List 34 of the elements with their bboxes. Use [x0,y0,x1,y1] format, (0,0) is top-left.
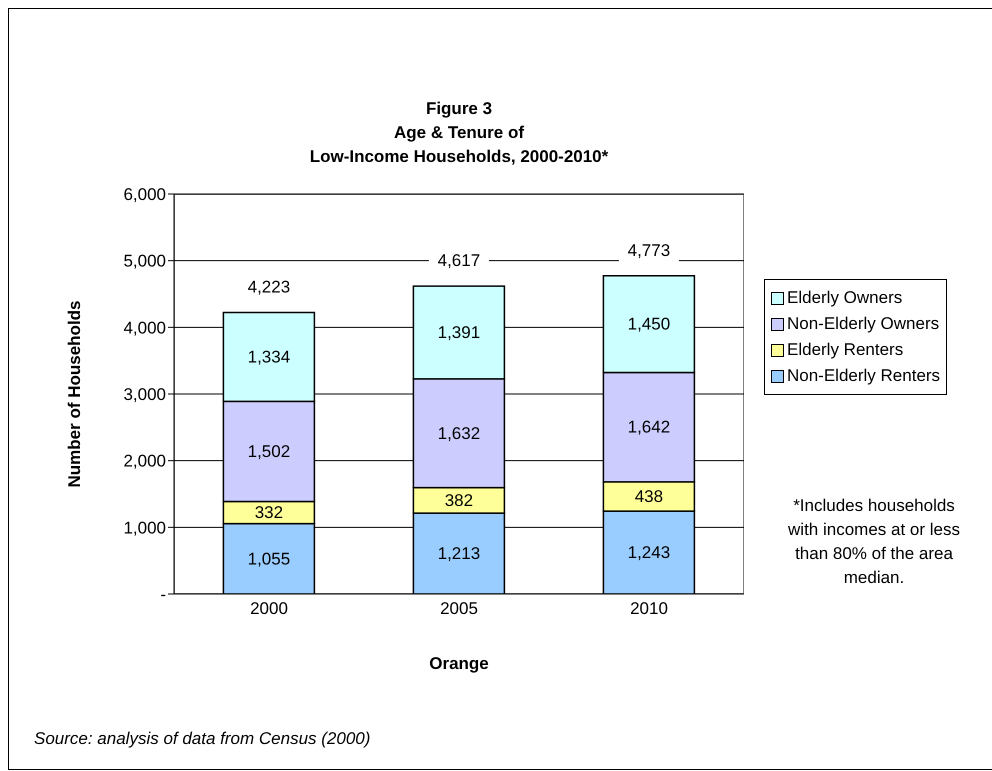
data-label: 1,055 [248,549,290,568]
y-tick-label: 5,000 [123,252,166,271]
data-label: 1,642 [628,418,670,437]
data-label: 1,450 [628,314,670,334]
source-note: Source: analysis of data from Census (2000) [34,729,370,749]
data-label: 332 [254,503,284,522]
chart-title: Figure 3 Age & Tenure of Low-Income Households, 2000-2010* [308,98,610,168]
y-tick-label: 1,000 [123,518,166,538]
data-label: 438 [634,487,664,506]
data-label: 1,334 [248,347,290,366]
legend-label: Non-Elderly Renters [787,366,940,386]
text: *Includes households with incomes at or less than 80% of the area median. [787,495,961,589]
data-label: 1,391 [438,323,480,342]
y-tick-label: 2,000 [123,452,166,471]
y-tick-label: 6,000 [123,185,166,204]
legend-label: Elderly Renters [787,340,904,360]
legend-label: Elderly Owners [787,288,902,308]
x-axis-title: Orange [429,654,489,673]
legend-label: Non-Elderly Owners [787,314,940,334]
y-tick-label: 3,000 [123,385,166,404]
data-label: 1,502 [248,442,290,461]
total-label: 4,617 [438,251,480,270]
data-label: 1,243 [628,543,670,562]
y-axis-title: Number of Households [65,300,84,488]
y-tick-label: - [160,585,166,604]
data-label: 1,213 [438,544,480,564]
x-tick-label: 2000 [250,599,288,618]
y-tick-label: 4,000 [123,318,166,338]
x-tick-label: 2010 [630,599,668,618]
x-tick-label: 2005 [440,599,478,618]
data-label: 382 [444,490,474,510]
total-label: 4,223 [248,277,290,296]
data-label: 1,632 [438,424,480,443]
total-label: 4,773 [628,240,670,260]
